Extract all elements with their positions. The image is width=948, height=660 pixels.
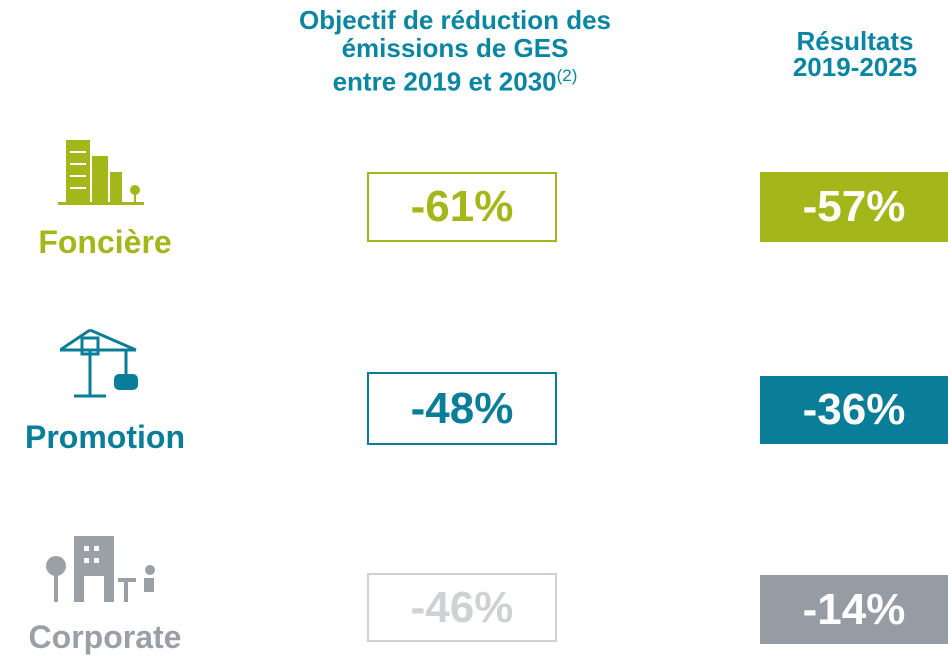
building-icon (58, 140, 144, 205)
footnote: (2) (556, 66, 578, 85)
target-header: Objectif de réduction des émissions de G… (255, 6, 655, 96)
header-line: entre 2019 et 2030(2) (255, 62, 655, 96)
result-box: -36% (760, 376, 948, 444)
target-box: -46% (367, 573, 557, 642)
row-label: Foncière (38, 224, 172, 260)
header-line: émissions de GES (341, 33, 569, 63)
row-label: Promotion (25, 419, 185, 455)
result-box: -57% (760, 172, 948, 242)
crane-icon (60, 328, 138, 398)
result-box: -14% (760, 575, 948, 644)
target-box: -61% (367, 172, 557, 242)
row-label: Corporate (28, 619, 182, 655)
office-icon (46, 536, 155, 602)
header-line: Résultats (796, 26, 914, 56)
target-box: -48% (367, 372, 557, 445)
header-line: Objectif de réduction des (298, 5, 612, 35)
header-line: 2019-2025 (792, 52, 918, 82)
header-line: entre 2019 et 2030 (332, 66, 557, 97)
results-header: Résultats 2019-2025 (770, 28, 940, 80)
